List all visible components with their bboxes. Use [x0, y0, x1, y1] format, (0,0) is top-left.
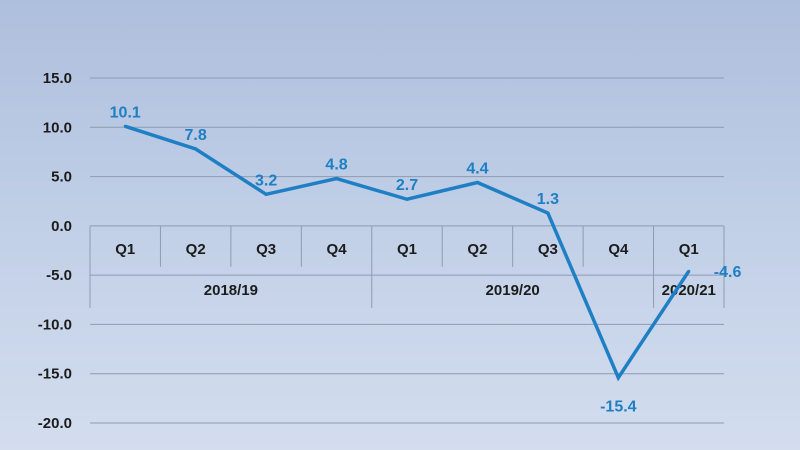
y-tick-label: 10.0 [43, 119, 72, 136]
x-tick-label: Q4 [608, 241, 629, 258]
data-label: -4.6 [714, 264, 742, 281]
data-point [194, 147, 198, 151]
y-axis-tick-labels: 15.0 10.0 5.0 0.0 -5.0 -10.0 -15.0 -20.0 [38, 70, 72, 432]
data-point [546, 211, 550, 215]
data-point [475, 180, 479, 184]
data-label: 7.8 [185, 127, 207, 144]
x-tick-label: Q3 [256, 241, 276, 258]
x-tick-label: Q1 [115, 241, 135, 258]
series [123, 124, 691, 382]
x-tick-label: Q2 [467, 241, 487, 258]
y-tick-label: 15.0 [43, 70, 72, 87]
data-label: 1.3 [537, 191, 559, 208]
y-tick-label: 5.0 [51, 169, 72, 186]
grid-lines [90, 77, 724, 424]
data-point [123, 124, 127, 128]
data-point [264, 192, 268, 196]
x-tick-label: Q2 [186, 241, 206, 258]
data-point [616, 376, 620, 380]
y-tick-label: -20.0 [38, 415, 72, 432]
y-tick-label: -10.0 [38, 316, 72, 333]
data-label: 4.8 [325, 157, 347, 174]
data-label: 10.1 [110, 104, 141, 121]
y-tick-label: -15.0 [38, 366, 72, 383]
data-point [687, 269, 691, 273]
y-tick-label: 0.0 [51, 218, 72, 235]
x-tick-label: Q4 [327, 241, 348, 258]
x-tick-label: Q1 [397, 241, 417, 258]
period-label: 2020/21 [662, 282, 716, 299]
data-label: -15.4 [600, 399, 637, 416]
period-label: 2018/19 [204, 282, 258, 299]
category-axis: Q1 Q2 Q3 Q4 Q1 Q2 Q3 Q4 Q1 2018/19 2019/20 2020/21 [89, 225, 725, 308]
data-point [335, 177, 339, 181]
data-point [405, 197, 409, 201]
data-label: 2.7 [396, 177, 418, 194]
data-labels: 10.1 7.8 3.2 4.8 2.7 4.4 1.3 -15.4 -4.6 [110, 104, 742, 415]
period-label: 2019/20 [486, 282, 540, 299]
data-label: 4.4 [466, 160, 488, 177]
x-tick-label: Q1 [679, 241, 699, 258]
x-tick-label: Q3 [538, 241, 558, 258]
y-tick-label: -5.0 [46, 267, 72, 284]
data-label: 3.2 [255, 172, 277, 189]
